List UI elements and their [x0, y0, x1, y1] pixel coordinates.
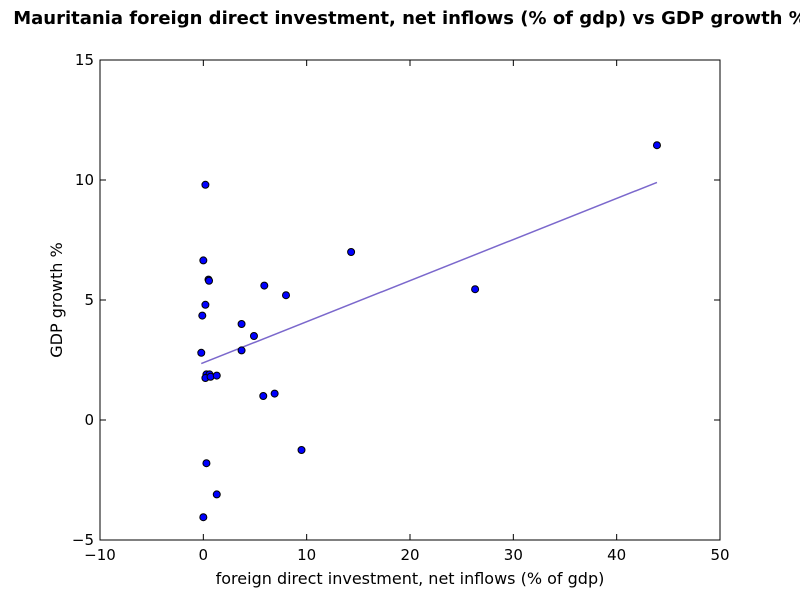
x-tick-label: 40: [607, 546, 626, 564]
data-point: [260, 281, 269, 290]
x-tick-label: 30: [504, 546, 523, 564]
x-axis-label: foreign direct investment, net inflows (…: [216, 569, 605, 588]
trendline-layer: [200, 181, 658, 365]
data-point: [205, 276, 214, 285]
y-axis-label: GDP growth %: [47, 242, 66, 357]
x-tick-label: 50: [710, 546, 729, 564]
points-layer: [197, 141, 661, 522]
data-point: [212, 371, 221, 380]
data-point: [249, 332, 258, 340]
plot-frame: [99, 59, 721, 541]
x-tick-label: −10: [84, 546, 116, 564]
data-point: [347, 248, 356, 256]
y-tick-label: 5: [84, 291, 94, 309]
data-point: [202, 459, 211, 468]
y-tick-label: 0: [84, 411, 94, 429]
data-point: [270, 389, 279, 398]
data-point: [237, 346, 246, 355]
x-tick-label: 10: [297, 546, 316, 564]
data-point: [237, 320, 246, 328]
data-point: [199, 513, 208, 522]
trend-line: [200, 181, 658, 365]
data-point: [297, 446, 306, 454]
data-point: [201, 300, 210, 309]
data-point: [471, 285, 480, 294]
y-tick-label: 10: [75, 171, 94, 189]
data-point: [212, 490, 221, 499]
y-tick-label: 15: [75, 51, 94, 69]
data-point: [259, 392, 268, 400]
data-point: [198, 311, 207, 320]
data-point: [201, 180, 210, 189]
ticks-layer: −10 0 10 20 30 40 50 −5 0 5 10 15: [72, 51, 730, 564]
data-point: [282, 291, 290, 300]
y-tick-label: −5: [72, 531, 94, 549]
data-point: [197, 348, 206, 357]
data-point: [652, 141, 661, 150]
x-tick-label: 0: [199, 546, 209, 564]
data-point: [199, 256, 208, 265]
x-tick-label: 20: [400, 546, 419, 564]
chart-title: Mauritania foreign direct investment, ne…: [13, 8, 800, 29]
